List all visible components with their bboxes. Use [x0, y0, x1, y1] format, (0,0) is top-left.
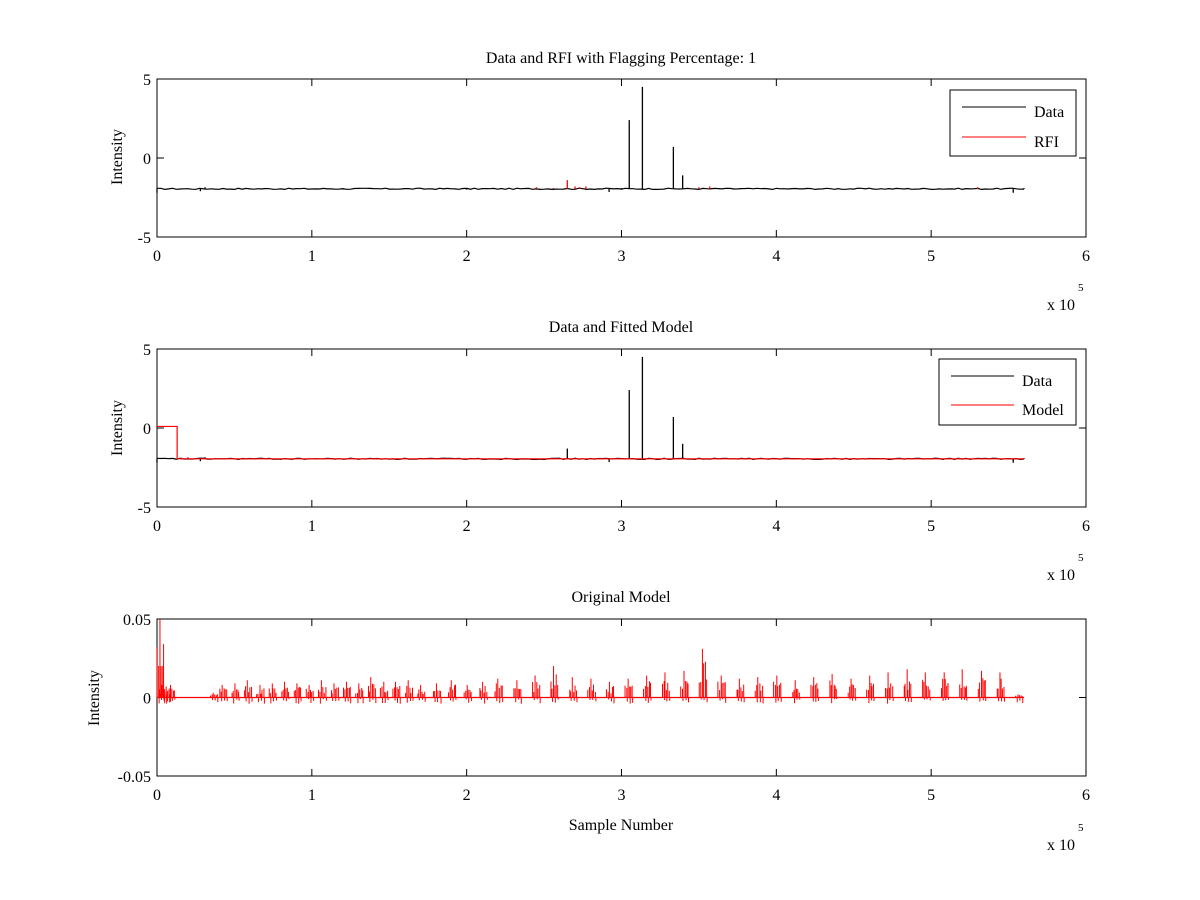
panel-3-xtick-label: 2 — [463, 787, 471, 804]
panel-3-x-multiplier-exponent: 5 — [1078, 822, 1084, 834]
panel-1-xtick-label: 5 — [927, 248, 935, 265]
panel-3-xlabel: Sample Number — [569, 817, 674, 834]
panel-3-xtick-label: 3 — [618, 787, 626, 804]
panel-1-ytick-label: 0 — [143, 151, 151, 168]
panel-2-ytick-label: -5 — [138, 500, 151, 517]
panel-2-xtick-label: 0 — [153, 518, 161, 535]
panel-2-ylabel: Intensity — [109, 400, 126, 456]
panel-1-legend-rfi-label: RFI — [1034, 134, 1059, 151]
panel-1-xtick-label: 6 — [1082, 248, 1090, 265]
panel-2-axes-box — [156, 348, 1087, 508]
panel-2-x-multiplier-exponent: 5 — [1078, 552, 1084, 564]
panel-2-title: Data and Fitted Model — [549, 319, 694, 336]
panel-1-ticks: 0 1 2 3 4 5 6-505 — [138, 72, 1090, 265]
panel-2-xtick-label: 6 — [1082, 518, 1090, 535]
panel-3-xtick-label: 4 — [772, 787, 780, 804]
panel-3-xtick-label: 5 — [927, 787, 935, 804]
panel-2: Data and Fitted Model Intensity 0 1 2 3 4 5 6 -… — [109, 319, 1090, 584]
panel-3-plot — [156, 619, 1025, 704]
panel-2-legend-model-label: Model — [1022, 402, 1064, 419]
panel-3-ylabel: Intensity — [86, 670, 103, 726]
panel-2-x-multiplier: x 10 — [1047, 567, 1075, 584]
panel-1-legend-data-label: Data — [1034, 104, 1064, 121]
panel-1: Data and RFI with Flagging Percentage: 1… — [109, 50, 1090, 314]
panel-1-xtick-label: 0 — [153, 248, 161, 265]
panel-2-xtick-label: 3 — [618, 518, 626, 535]
panel-2-ytick-label: 0 — [143, 421, 151, 438]
panel-3-ytick-label: 0 — [143, 691, 151, 708]
panel-3: Original Model Intensity 0 1 2 3 4 5 6-0.0500.… — [86, 589, 1090, 854]
panel-1-xtick-label: 3 — [618, 248, 626, 265]
panel-2-legend-data-label: Data — [1022, 373, 1052, 390]
panel-2-xtick-label: 1 — [308, 518, 316, 535]
panel-3-ytick-label: 0.05 — [123, 612, 151, 629]
panel-1-x-multiplier-exponent: 5 — [1078, 282, 1084, 294]
panel-1-xtick-label: 1 — [308, 248, 316, 265]
panel-1-title: Data and RFI with Flagging Percentage: 1 — [486, 50, 756, 67]
panel-1-x-multiplier: x 10 — [1047, 297, 1075, 314]
panel-1-plot — [156, 86, 1025, 193]
panel-2-ytick-label: 5 — [143, 342, 151, 359]
panel-1-ytick-label: 5 — [143, 72, 151, 89]
panel-2-legend: Data Model — [938, 358, 1077, 426]
panel-2-ticks: 0 1 2 3 4 5 6-505 — [138, 342, 1090, 535]
panel-1-xtick-label: 2 — [463, 248, 471, 265]
panel-3-xtick-label: 6 — [1082, 787, 1090, 804]
panel-2-xtick-label: 4 — [772, 518, 780, 535]
panel-1-ylabel: Intensity — [109, 129, 126, 185]
panel-1-xtick-label: 4 — [772, 248, 780, 265]
panel-1-legend-box — [949, 89, 1077, 157]
panel-2-xtick-label: 2 — [463, 518, 471, 535]
panel-1-legend: Data RFI — [949, 89, 1077, 157]
panel-1-ytick-label: -5 — [138, 230, 151, 247]
panel-3-x-multiplier: x 10 — [1047, 837, 1075, 854]
panel-2-series-model-trace — [157, 425, 1025, 460]
panel-2-plot — [156, 356, 1025, 463]
panel-3-title: Original Model — [571, 589, 671, 606]
panel-3-xtick-label: 0 — [153, 787, 161, 804]
panel-3-xtick-label: 1 — [308, 787, 316, 804]
panel-2-legend-box — [938, 358, 1077, 426]
panel-3-ytick-label: -0.05 — [118, 769, 151, 786]
panel-2-xtick-label: 5 — [927, 518, 935, 535]
panel-1-axes-box — [156, 78, 1087, 238]
panel-1-series-data-trace — [157, 187, 1025, 191]
